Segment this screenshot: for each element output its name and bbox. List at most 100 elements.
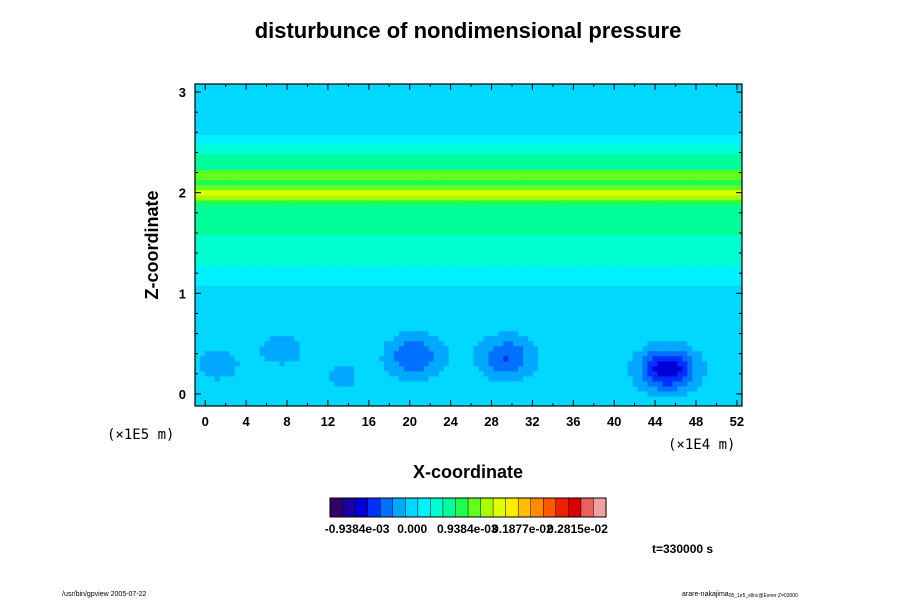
heatmap-cell	[329, 134, 335, 140]
heatmap-cell	[369, 320, 375, 327]
heatmap-cell	[334, 229, 340, 236]
heatmap-cell	[229, 159, 236, 166]
heatmap-cell	[259, 315, 266, 322]
heatmap-cell	[558, 109, 564, 115]
heatmap-cell	[418, 285, 425, 291]
heatmap-cell	[289, 239, 296, 246]
heatmap-cell	[572, 84, 579, 90]
heatmap-cell	[448, 204, 455, 211]
heatmap-cell	[523, 345, 529, 352]
heatmap-cell	[209, 335, 216, 342]
heatmap-cell	[538, 139, 544, 145]
heatmap-cell	[214, 275, 221, 281]
heatmap-cell	[508, 325, 514, 332]
heatmap-cell	[378, 169, 385, 176]
heatmap-cell	[339, 239, 345, 246]
heatmap-cell	[359, 139, 365, 145]
heatmap-cell	[438, 280, 445, 286]
heatmap-cell	[378, 179, 385, 186]
heatmap-cell	[528, 89, 534, 95]
heatmap-cell	[538, 199, 544, 206]
heatmap-cell	[388, 315, 395, 322]
heatmap-cell	[493, 370, 499, 377]
heatmap-cell	[209, 265, 216, 271]
heatmap-cell	[388, 355, 395, 362]
heatmap-cell	[319, 260, 325, 266]
heatmap-cell	[209, 385, 216, 392]
heatmap-cell	[418, 184, 425, 191]
heatmap-cell	[319, 174, 325, 181]
heatmap-cell	[329, 139, 335, 145]
heatmap-cell	[518, 265, 524, 271]
heatmap-cell	[349, 179, 355, 186]
heatmap-cell	[244, 194, 251, 201]
heatmap-cell	[458, 340, 465, 347]
heatmap-cell	[503, 265, 509, 271]
heatmap-cell	[254, 139, 261, 145]
heatmap-cell	[289, 149, 296, 156]
heatmap-cell	[428, 325, 435, 332]
heatmap-cell	[493, 335, 499, 342]
heatmap-cell	[204, 400, 211, 406]
heatmap-cell	[244, 395, 251, 402]
heatmap-cell	[413, 390, 420, 397]
heatmap-cell	[463, 300, 470, 306]
heatmap-cell	[543, 380, 549, 387]
heatmap-cell	[269, 290, 276, 296]
heatmap-cell	[438, 330, 445, 337]
heatmap-cell	[199, 239, 206, 246]
heatmap-cell	[572, 184, 579, 191]
heatmap-cell	[528, 129, 534, 135]
heatmap-cell	[473, 159, 480, 166]
heatmap-cell	[199, 189, 206, 196]
heatmap-cell	[518, 250, 524, 256]
heatmap-cell	[314, 375, 320, 382]
heatmap-cell	[359, 245, 365, 251]
heatmap-cell	[483, 169, 489, 176]
heatmap-cell	[408, 390, 415, 397]
heatmap-cell	[224, 204, 231, 211]
heatmap-cell	[294, 325, 301, 332]
heatmap-cell	[369, 144, 375, 151]
heatmap-cell	[393, 270, 400, 276]
heatmap-cell	[195, 315, 201, 322]
heatmap-cell	[219, 229, 226, 236]
heatmap-cell	[567, 255, 574, 261]
heatmap-cell	[553, 214, 559, 221]
heatmap-cell	[562, 149, 569, 156]
heatmap-cell	[528, 355, 534, 362]
heatmap-cell	[572, 275, 579, 281]
heatmap-cell	[523, 229, 529, 236]
heatmap-cell	[264, 124, 271, 130]
heatmap-cell	[533, 325, 539, 332]
heatmap-cell	[473, 84, 480, 90]
heatmap-cell	[378, 119, 385, 125]
heatmap-cell	[259, 204, 266, 211]
heatmap-cell	[553, 330, 559, 337]
heatmap-cell	[359, 159, 365, 166]
heatmap-cell	[339, 149, 345, 156]
heatmap-cell	[224, 305, 231, 312]
heatmap-cell	[299, 340, 305, 347]
heatmap-cell	[369, 250, 375, 256]
heatmap-cell	[572, 255, 579, 261]
heatmap-cell	[473, 285, 480, 291]
heatmap-cell	[244, 310, 251, 317]
heatmap-cell	[508, 239, 514, 246]
heatmap-cell	[413, 330, 420, 337]
heatmap-cell	[349, 134, 355, 140]
heatmap-cell	[294, 184, 301, 191]
heatmap-cell	[453, 375, 460, 382]
heatmap-cell	[533, 104, 539, 110]
heatmap-cell	[354, 290, 360, 296]
heatmap-cell	[508, 390, 514, 397]
heatmap-cell	[433, 224, 440, 231]
heatmap-cell	[558, 94, 564, 100]
heatmap-cell	[553, 154, 559, 161]
heatmap-cell	[428, 380, 435, 387]
heatmap-cell	[319, 350, 325, 357]
heatmap-cell	[428, 124, 435, 130]
heatmap-cell	[329, 114, 335, 120]
heatmap-cell	[423, 385, 430, 392]
heatmap-cell	[553, 325, 559, 332]
